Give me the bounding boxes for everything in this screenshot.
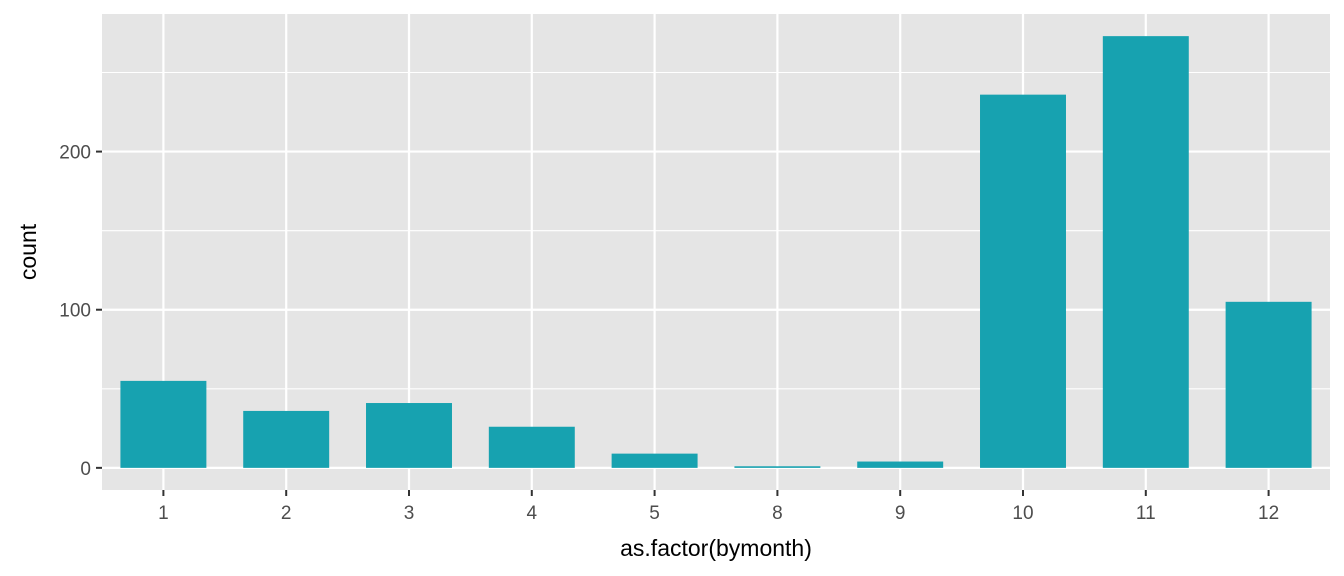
bar — [1102, 36, 1189, 468]
bars — [120, 36, 1312, 468]
bar — [1225, 301, 1312, 468]
x-tick-label: 8 — [772, 503, 783, 524]
x-tick-label: 10 — [1012, 503, 1033, 524]
x-tick-label: 1 — [158, 503, 169, 524]
x-tick-label: 3 — [404, 503, 415, 524]
y-tick-label: 100 — [59, 301, 91, 322]
x-axis-title: as.factor(bymonth) — [620, 535, 812, 561]
bar — [366, 403, 452, 468]
x-tick-label: 9 — [895, 503, 906, 524]
bar — [243, 410, 330, 468]
y-tick-label: 200 — [59, 143, 91, 164]
x-axis: 1 2 3 4 5 8 9 10 11 12 — [158, 490, 1279, 524]
bar — [611, 453, 698, 468]
y-axis: 0 100 200 — [59, 143, 102, 480]
bar — [488, 426, 575, 468]
x-tick-label: 4 — [527, 503, 538, 524]
x-tick-label: 2 — [281, 503, 292, 524]
y-axis-title: count — [15, 223, 41, 280]
bar — [980, 94, 1066, 468]
x-tick-label: 12 — [1258, 503, 1279, 524]
bar — [734, 466, 821, 468]
x-tick-label: 11 — [1136, 503, 1156, 524]
x-tick-label: 5 — [649, 503, 660, 524]
y-tick-label: 0 — [80, 459, 91, 480]
bar — [857, 461, 944, 468]
bar — [120, 380, 207, 468]
